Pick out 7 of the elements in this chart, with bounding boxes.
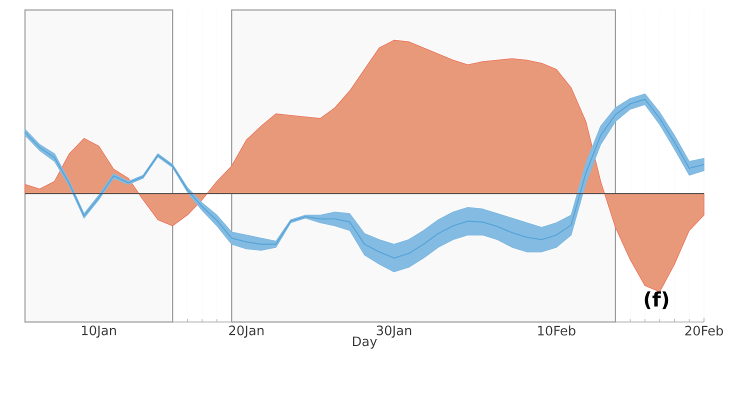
- x-tick-label: 20Jan: [229, 326, 264, 338]
- annotation: (f): [644, 291, 668, 310]
- x-axis-title: Day: [352, 336, 377, 349]
- x-tick-label: 10Jan: [82, 326, 116, 338]
- x-tick-label: 10Feb: [538, 326, 576, 336]
- x-tick-label: 30Jan: [376, 326, 412, 338]
- x-tick-label: 20Feb: [685, 326, 723, 336]
